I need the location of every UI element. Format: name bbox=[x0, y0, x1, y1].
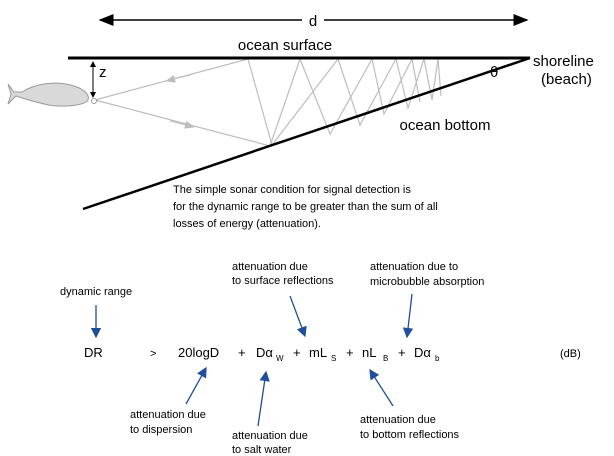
equation-plus: + bbox=[398, 345, 406, 360]
shoreline-label: shoreline bbox=[533, 53, 594, 70]
label-arrow bbox=[185, 366, 207, 405]
term-label: microbubble absorption bbox=[370, 276, 484, 288]
equation-plus: + bbox=[293, 345, 301, 360]
label-arrow bbox=[402, 293, 414, 339]
ocean-bottom-line bbox=[82, 56, 531, 211]
distance-label: d bbox=[309, 13, 317, 30]
equation-term: nL bbox=[362, 345, 376, 360]
equation-units: (dB) bbox=[560, 348, 581, 360]
caption-line: The simple sonar condition for signal de… bbox=[173, 184, 411, 196]
surface-label: ocean surface bbox=[238, 37, 332, 54]
equation-term: Dα bbox=[256, 345, 273, 360]
equation-plus: + bbox=[346, 345, 354, 360]
sound-rays bbox=[94, 56, 442, 147]
equation-term: mL bbox=[309, 345, 327, 360]
term-label: to surface reflections bbox=[232, 275, 334, 287]
term-label: attenuation due bbox=[130, 409, 206, 421]
term-label: attenuation due bbox=[232, 430, 308, 442]
term-label: attenuation due bbox=[360, 414, 436, 426]
equation-lhs: DR bbox=[84, 345, 103, 360]
equation-term: Dα bbox=[414, 345, 431, 360]
term-label: attenuation due bbox=[232, 261, 308, 273]
shoreline-label: (beach) bbox=[541, 71, 592, 88]
depth-label: z bbox=[99, 64, 107, 81]
term-label: to salt water bbox=[232, 444, 292, 456]
equation-subscript: B bbox=[383, 354, 388, 363]
sonar-source bbox=[91, 98, 97, 104]
equation-term: 20logD bbox=[178, 345, 219, 360]
label-arrow bbox=[257, 370, 270, 427]
term-label: to dispersion bbox=[130, 424, 192, 436]
caption-line: losses of energy (attenuation). bbox=[173, 218, 321, 230]
equation-subscript: b bbox=[435, 354, 440, 363]
angle-label: θ bbox=[490, 64, 498, 81]
whale-icon bbox=[7, 82, 89, 107]
term-label: dynamic range bbox=[60, 286, 132, 298]
caption-line: for the dynamic range to be greater than… bbox=[173, 201, 438, 213]
label-arrow bbox=[369, 368, 394, 407]
term-label: to bottom reflections bbox=[360, 429, 460, 441]
term-label: attenuation due to bbox=[370, 261, 458, 273]
equation-relation: > bbox=[150, 348, 156, 360]
equation-plus: + bbox=[238, 345, 246, 360]
equation-subscript: S bbox=[331, 354, 336, 363]
label-arrow bbox=[289, 295, 307, 338]
bottom-label: ocean bottom bbox=[400, 117, 491, 134]
equation-subscript: W bbox=[276, 354, 284, 363]
